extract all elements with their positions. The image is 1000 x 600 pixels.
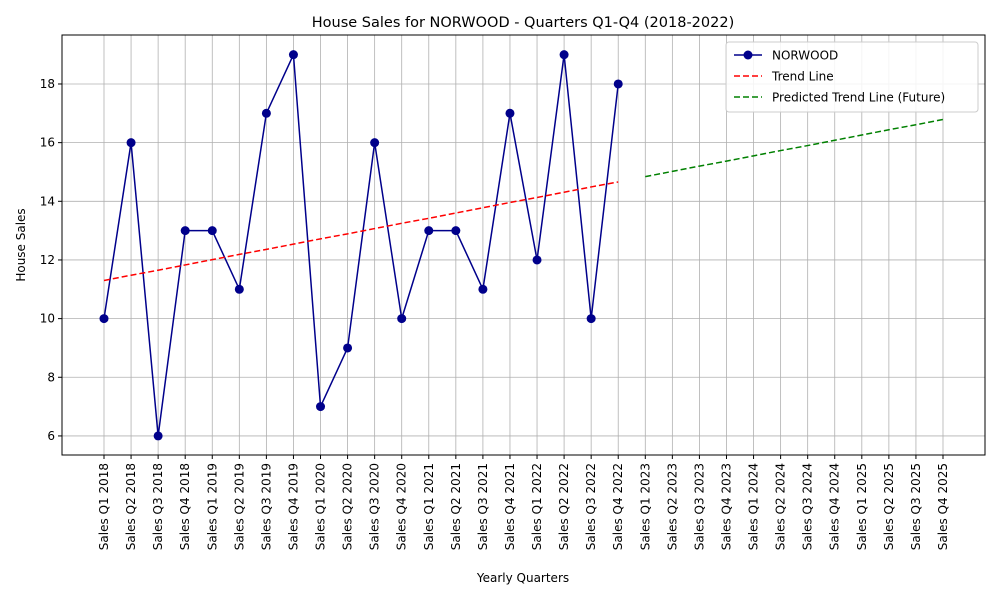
data-point (316, 402, 326, 412)
y-tick-label: 14 (40, 194, 55, 208)
data-point (559, 50, 569, 60)
x-tick-label: Sales Q2 2024 (774, 463, 788, 550)
x-tick-label: Sales Q4 2020 (395, 463, 409, 550)
data-point (343, 343, 353, 353)
x-tick-label: Sales Q1 2019 (205, 463, 219, 550)
x-tick-label: Sales Q2 2019 (232, 463, 246, 550)
legend-marker (743, 50, 753, 60)
y-tick-label: 16 (40, 136, 55, 150)
x-tick-label: Sales Q3 2022 (584, 463, 598, 550)
x-tick-label: Sales Q1 2024 (747, 463, 761, 550)
x-tick-label: Sales Q3 2023 (692, 463, 706, 550)
x-tick-label: Sales Q3 2025 (909, 463, 923, 550)
x-tick-label: Sales Q1 2020 (314, 463, 328, 550)
x-tick-label: Sales Q4 2025 (936, 463, 950, 550)
x-tick-label: Sales Q2 2023 (665, 463, 679, 550)
data-point (586, 314, 596, 324)
legend-label: NORWOOD (772, 49, 838, 63)
x-tick-label: Sales Q2 2018 (124, 463, 138, 550)
x-tick-label: Sales Q4 2018 (178, 463, 192, 550)
x-tick-label: Sales Q3 2018 (151, 463, 165, 550)
x-tick-label: Sales Q4 2022 (611, 463, 625, 550)
x-tick-label: Sales Q1 2021 (422, 463, 436, 550)
x-tick-label: Sales Q1 2018 (97, 463, 111, 550)
x-tick-label: Sales Q3 2020 (368, 463, 382, 550)
x-tick-label: Sales Q3 2024 (801, 463, 815, 550)
y-tick-label: 18 (40, 77, 55, 91)
x-tick-label: Sales Q1 2022 (530, 463, 544, 550)
data-point (207, 226, 217, 236)
legend-label: Trend Line (771, 70, 834, 84)
data-point (505, 108, 515, 118)
series-line (645, 118, 944, 178)
legend-label: Predicted Trend Line (Future) (772, 91, 945, 105)
legend-box (725, 41, 979, 113)
x-tick-label: Sales Q1 2025 (855, 463, 869, 550)
x-tick-label: Sales Q1 2023 (638, 463, 652, 550)
x-tick-label: Sales Q3 2021 (476, 463, 490, 550)
series-line (103, 181, 619, 282)
data-point (397, 314, 407, 324)
y-tick-label: 6 (47, 429, 55, 443)
data-point (451, 226, 461, 236)
data-point (261, 108, 271, 118)
x-tick-label: Sales Q2 2022 (557, 463, 571, 550)
data-point (370, 138, 380, 148)
x-tick-label: Sales Q4 2021 (503, 463, 517, 550)
plot-frame (61, 34, 986, 456)
y-tick-label: 12 (40, 253, 55, 267)
x-tick-label: Sales Q4 2023 (719, 463, 733, 550)
y-axis-label: House Sales (14, 208, 28, 281)
data-point (478, 284, 488, 294)
data-point (153, 431, 163, 441)
x-tick-label: Sales Q3 2019 (259, 463, 273, 550)
series-line (103, 51, 619, 437)
x-tick-label: Sales Q2 2020 (341, 463, 355, 550)
data-point (234, 284, 244, 294)
x-tick-label: Sales Q4 2019 (286, 463, 300, 550)
x-axis-label: Yearly Quarters (476, 571, 569, 585)
x-tick-label: Sales Q2 2021 (449, 463, 463, 550)
legend: NORWOOD Trend Line Predicted Trend Line (F… (725, 41, 979, 113)
x-tick-label: Sales Q4 2024 (828, 463, 842, 550)
y-tick-label: 10 (40, 312, 55, 326)
data-point (99, 314, 109, 324)
data-point (288, 50, 298, 60)
data-point (613, 79, 623, 89)
x-tick-label: Sales Q2 2025 (882, 463, 896, 550)
data-point (180, 226, 190, 236)
chart-title: House Sales for NORWOOD - Quarters Q1-Q4… (312, 15, 735, 31)
data-point (532, 255, 542, 265)
data-point (424, 226, 434, 236)
y-tick-label: 8 (47, 370, 55, 384)
data-point (126, 138, 136, 148)
